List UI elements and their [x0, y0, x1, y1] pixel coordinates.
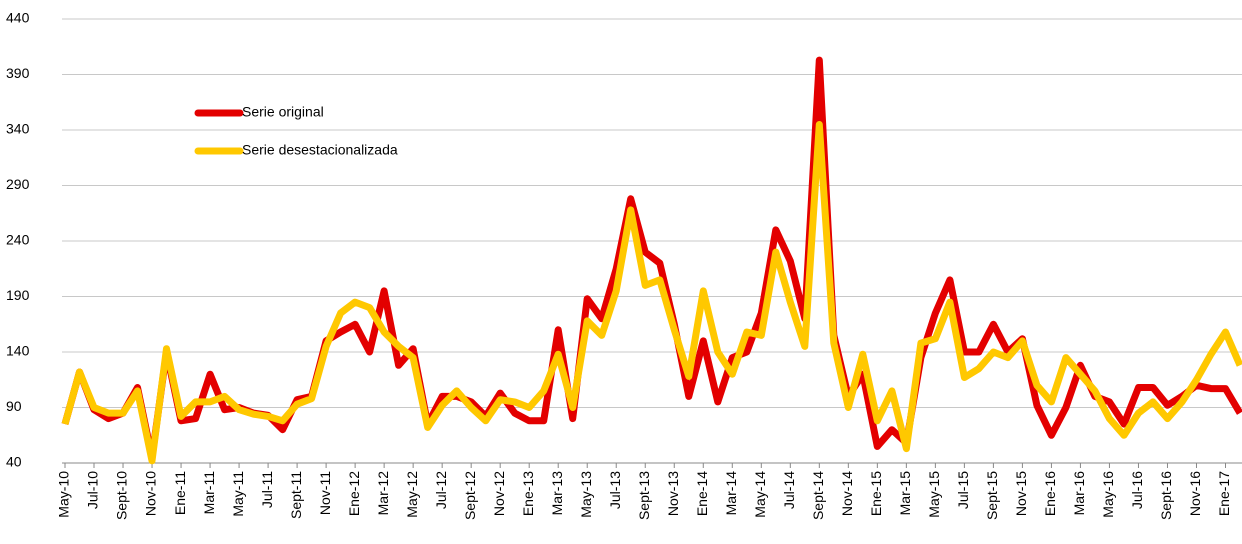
x-tick-label: Ene-15 [868, 471, 884, 516]
x-tick-label: May-11 [230, 471, 246, 517]
x-tick-label: Ene-16 [1042, 471, 1058, 516]
x-tick-label: Nov-11 [317, 471, 333, 515]
x-tick-label: Ene-11 [172, 471, 188, 515]
y-tick-label: 90 [6, 398, 22, 414]
x-tick-label: May-10 [56, 471, 72, 518]
x-tick-label: Sept-16 [1158, 471, 1174, 520]
y-tick-label: 140 [6, 343, 30, 359]
y-tick-label: 290 [6, 176, 30, 192]
x-tick-label: May-16 [1100, 471, 1116, 518]
x-tick-label: Nov-12 [491, 471, 507, 516]
x-tick-label: May-13 [578, 471, 594, 518]
x-tick-label: Mar-14 [723, 471, 739, 516]
x-tick-label: Nov-15 [1013, 471, 1029, 516]
x-tick-label: Ene-17 [1216, 471, 1232, 516]
x-tick-label: Nov-14 [839, 471, 855, 516]
x-tick-label: Sept-14 [810, 471, 826, 520]
x-tick-label: Mar-13 [549, 471, 565, 516]
x-tick-label: Mar-16 [1071, 471, 1087, 516]
x-tick-label: Nov-16 [1187, 471, 1203, 516]
y-tick-label: 340 [6, 121, 30, 137]
x-tick-label: Nov-13 [665, 471, 681, 516]
legend-label: Serie original [242, 104, 324, 120]
y-tick-label: 440 [6, 10, 30, 26]
y-tick-label: 190 [6, 287, 30, 303]
x-tick-label: May-12 [404, 471, 420, 518]
x-tick-label: Sept-12 [462, 471, 478, 520]
x-tick-label: Jul-13 [607, 471, 623, 509]
x-tick-label: Nov-10 [143, 471, 159, 516]
x-tick-label: Mar-12 [375, 471, 391, 516]
legend-label: Serie desestacionalizada [242, 142, 398, 158]
series-line [61, 121, 1242, 465]
x-tick-label: Mar-15 [897, 471, 913, 516]
y-tick-label: 240 [6, 232, 30, 248]
x-tick-label: Jul-12 [433, 471, 449, 509]
x-tick-label: Sept-13 [636, 471, 652, 520]
x-tick-label: Jul-10 [85, 471, 101, 509]
x-tick-label: Sept-10 [114, 471, 130, 520]
x-tick-label: Sept-11 [288, 471, 304, 519]
x-tick-label: Sept-15 [984, 471, 1000, 520]
x-tick-label: May-14 [752, 471, 768, 518]
x-tick-label: Ene-13 [520, 471, 536, 516]
x-tick-label: Jul-11 [259, 471, 275, 508]
x-tick-label: Ene-12 [346, 471, 362, 516]
x-tick-label: Ene-14 [694, 471, 710, 516]
x-tick-label: Jul-15 [955, 471, 971, 509]
x-tick-label: Jul-16 [1129, 471, 1145, 509]
y-tick-label: 40 [6, 454, 22, 470]
y-tick-label: 390 [6, 65, 30, 81]
x-tick-label: May-15 [926, 471, 942, 518]
x-tick-label: Mar-11 [201, 471, 217, 515]
x-tick-label: Jul-14 [781, 471, 797, 509]
